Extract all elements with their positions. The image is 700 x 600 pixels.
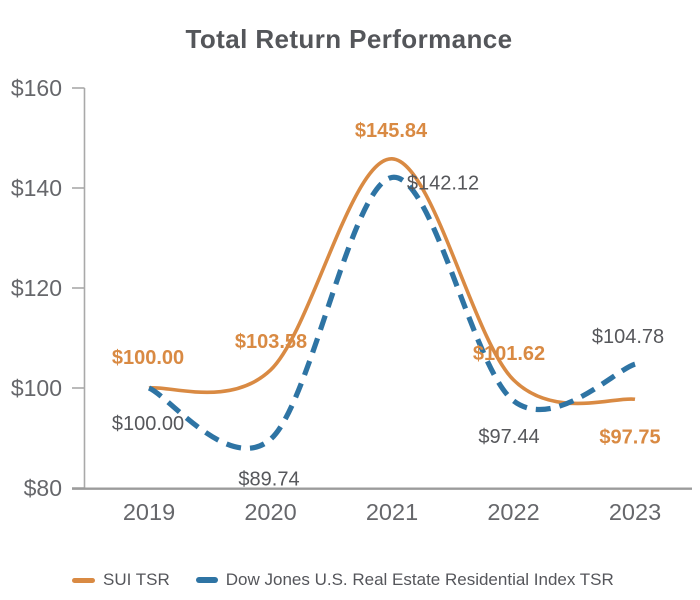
chart-title: Total Return Performance: [185, 24, 513, 54]
data-label-dow-2023: $104.78: [592, 326, 664, 348]
y-tick-label: $80: [24, 475, 62, 501]
data-label-dow-2020: $89.74: [238, 468, 299, 490]
data-label-dow-2022: $97.44: [478, 426, 539, 448]
dow-jones-index-line: [147, 174, 636, 451]
data-label-sui-2021: $145.84: [355, 120, 428, 142]
sui-line-swatch-icon: [72, 577, 95, 583]
chart-canvas: $80 $100 $120 $140 $160 2019 2020 2021 2022 2023 $…: [11, 75, 692, 525]
y-tick-label: $100: [11, 375, 62, 401]
data-label-sui-2019: $100.00: [112, 347, 184, 369]
data-label-sui-2022: $101.62: [473, 343, 545, 365]
dow-line-swatch-icon: [195, 577, 218, 583]
x-tick-label: 2020: [244, 499, 296, 525]
data-label-sui-2023: $97.75: [599, 426, 660, 448]
legend-label-sui-tsr: SUI TSR: [103, 570, 170, 589]
data-label-dow-2021: $142.12: [407, 172, 479, 194]
y-tick-label: $140: [11, 175, 62, 201]
y-tick-label: $160: [11, 75, 62, 101]
legend-item-dow-jones: Dow Jones U.S. Real Estate Residential I…: [195, 570, 614, 590]
x-tick-label: 2021: [366, 499, 418, 525]
legend-item-sui-tsr: SUI TSR: [72, 570, 170, 590]
sui-tsr-line: [148, 156, 636, 406]
chart-legend: SUI TSR Dow Jones U.S. Real Estate Resid…: [72, 570, 614, 590]
x-tick-label: 2022: [487, 499, 539, 525]
data-label-sui-2020: $103.58: [235, 331, 307, 353]
data-label-dow-2019: $100.00: [112, 413, 184, 435]
legend-label-dow-jones: Dow Jones U.S. Real Estate Residential I…: [225, 570, 614, 589]
x-tick-label: 2023: [609, 499, 661, 525]
y-tick-label: $120: [11, 275, 62, 301]
x-tick-label: 2019: [123, 499, 175, 525]
